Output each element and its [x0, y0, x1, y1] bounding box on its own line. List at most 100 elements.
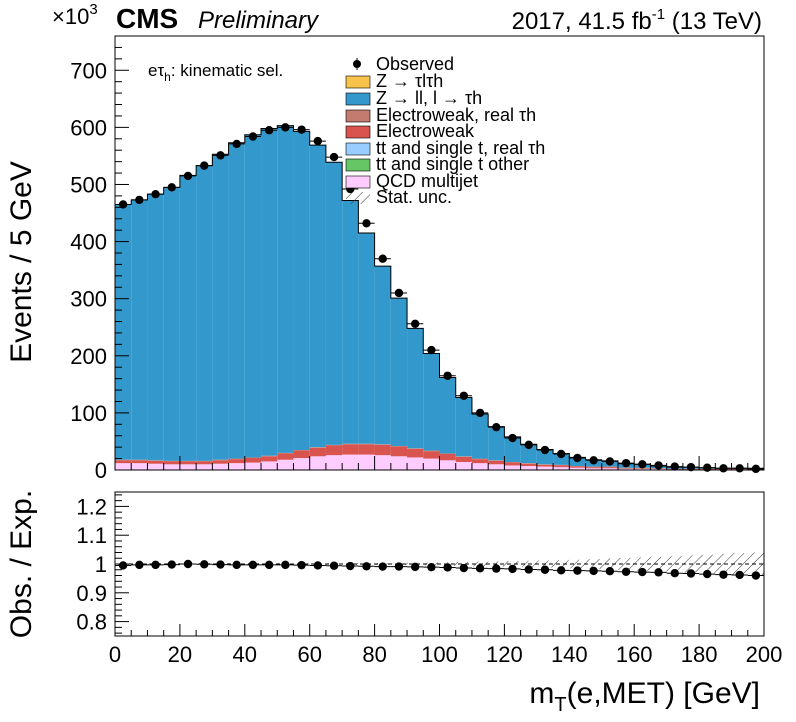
ratio-unc-band: [601, 558, 618, 570]
legend-label-qcd: QCD multijet: [376, 171, 478, 191]
bar-qcd: [617, 468, 635, 470]
bar-ewk: [115, 460, 132, 464]
legend-label-ewk-real: Electroweak, real τh: [376, 105, 536, 125]
ratio-plot-panel: 0.8 0.9 1 1.1 1.2 0 20 40 60 80 100 120 140 160 180 20…: [76, 491, 782, 667]
ratio-point: [410, 562, 420, 572]
bar-ewk_real: [488, 460, 505, 461]
observed-point: [443, 371, 452, 380]
y-tick-label: 0: [95, 458, 107, 483]
observed-point: [410, 319, 420, 329]
ratio-point: [556, 566, 566, 575]
bar-ewk_real: [342, 443, 359, 445]
bar-zll: [293, 131, 310, 451]
legend-entry-stat: Stat. unc.: [346, 187, 452, 207]
observed-point: [719, 464, 728, 473]
bar-zll: [390, 298, 408, 447]
legend-label-tt-real: tt and single t, real τh: [376, 138, 545, 158]
bar-zll: [196, 165, 213, 461]
bar-qcd: [439, 460, 456, 470]
legend-entry-zll: Z → ll, l → τh: [345, 88, 482, 108]
ratio-y-tick-label: 1.2: [76, 494, 107, 519]
bar-qcd: [585, 468, 602, 470]
x-tick-label: 120: [486, 642, 523, 667]
bar-ewk_real: [147, 460, 164, 461]
bar-ewk_real: [325, 444, 343, 446]
legend: Observed Z → τlτh Z → ll, l → τh Electro…: [345, 54, 545, 207]
legend-swatch-ewk-real: [345, 109, 371, 123]
observed-point: [264, 126, 274, 135]
bar-ewk: [536, 464, 554, 467]
bar-zll: [261, 128, 278, 456]
ratio-points: [115, 559, 764, 580]
ratio-point: [297, 560, 306, 570]
ratio-point: [264, 560, 274, 570]
bar-qcd: [553, 467, 570, 470]
bar-ewk: [131, 460, 148, 464]
bar-ewk_real: [358, 443, 375, 445]
ratio-unc-band: [715, 553, 732, 575]
ratio-point: [329, 561, 339, 570]
bar-ewk: [325, 445, 343, 456]
bar-qcd: [471, 463, 489, 470]
bar-ewk_real: [569, 466, 586, 467]
ratio-point: [281, 560, 290, 570]
bar-zll: [520, 444, 537, 464]
bar-ewk_real: [293, 450, 310, 451]
bar-ewk_real: [407, 448, 424, 449]
bar-ewk_real: [179, 460, 197, 462]
bar-qcd: [325, 455, 343, 470]
bar-ewk: [407, 448, 424, 458]
bar-ewk: [455, 456, 472, 463]
bar-ewk: [261, 456, 278, 462]
stacked-histogram: [114, 125, 765, 470]
legend-entry-ewk: Electroweak: [345, 121, 475, 141]
bar-zll: [504, 436, 521, 463]
ratio-y-tick-label: 0.8: [76, 610, 107, 635]
y-tick-label: 200: [70, 344, 107, 369]
x-axis-ticks: 0 20 40 60 80 100 120 140 160 180 200: [109, 624, 782, 667]
bar-qcd: [293, 458, 310, 470]
ratio-point: [751, 571, 761, 580]
ratio-point: [118, 561, 128, 570]
observed-point: [492, 422, 501, 432]
bar-ewk: [309, 447, 326, 457]
bar-zll: [131, 199, 148, 460]
observed-point: [573, 453, 582, 463]
bar-ewk: [179, 461, 197, 465]
bar-ewk_real: [601, 466, 618, 468]
bar-zll: [277, 125, 294, 453]
bar-ewk_real: [244, 457, 262, 459]
bar-ewk: [374, 444, 391, 456]
legend-entry-tt-other: tt and single t other: [345, 154, 529, 174]
x-tick-label: 80: [362, 642, 386, 667]
observed-point: [200, 161, 209, 170]
bar-qcd: [342, 454, 359, 470]
bar-ewk_real: [423, 450, 440, 452]
bar-ewk_real: [228, 458, 245, 460]
y-tick-label: 100: [70, 401, 107, 426]
bar-zll: [342, 200, 359, 444]
bar-ewk: [342, 444, 359, 455]
bar-qcd: [374, 455, 391, 470]
ratio-unc-band: [699, 554, 716, 574]
bar-qcd: [536, 466, 554, 470]
bar-ewk_real: [536, 464, 554, 465]
bar-ewk: [520, 463, 537, 467]
bar-zll: [553, 453, 570, 465]
bar-qcd: [179, 464, 197, 470]
x-tick-label: 0: [109, 642, 121, 667]
x-tick-label: 200: [746, 642, 783, 667]
legend-swatch-tt-other: [345, 158, 371, 172]
ratio-point: [508, 564, 517, 574]
ratio-point: [313, 561, 323, 570]
bar-ewk_real: [439, 453, 456, 455]
legend-entry-tt-real: tt and single t, real τh: [345, 138, 545, 158]
legend-swatch-ewk: [345, 125, 371, 139]
bar-qcd: [163, 464, 180, 470]
bar-qcd: [520, 466, 537, 470]
bar-ewk_real: [212, 459, 229, 461]
x-tick-label: 140: [551, 642, 588, 667]
observed-point: [313, 136, 323, 146]
observed-point: [524, 440, 533, 450]
ratio-point: [638, 567, 647, 577]
